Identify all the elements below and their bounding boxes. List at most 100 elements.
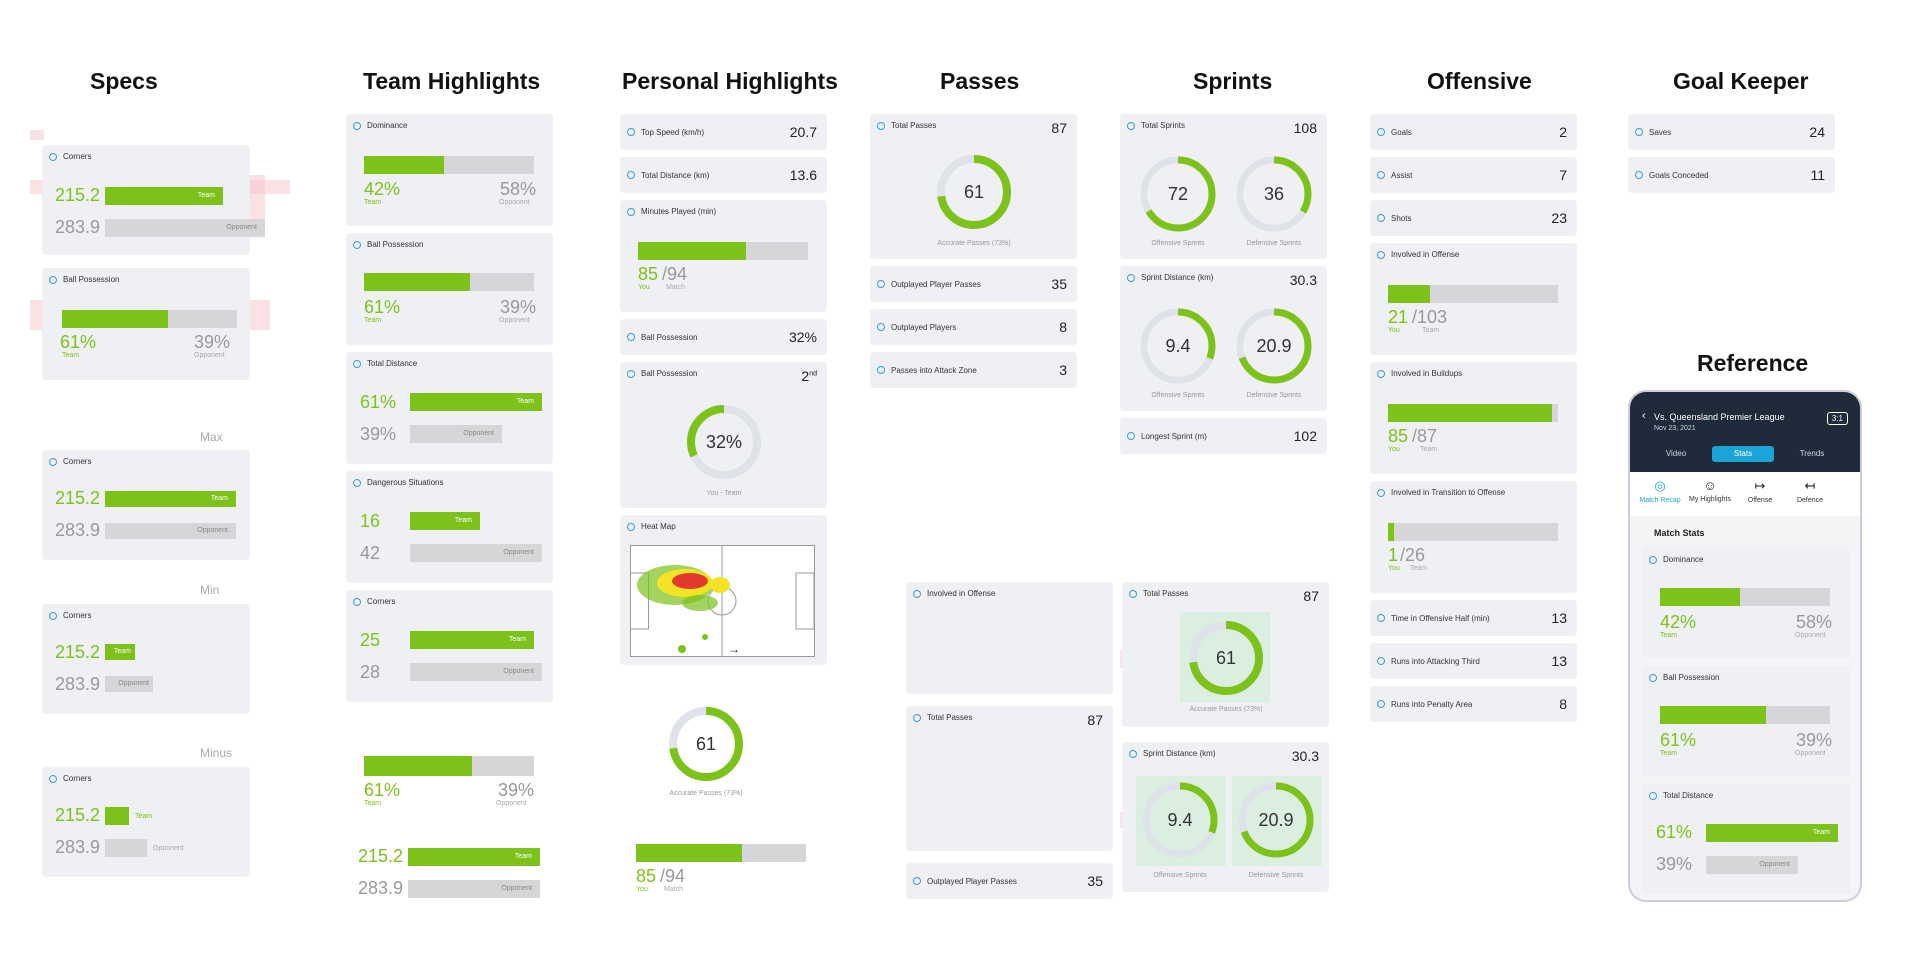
info-icon[interactable]: [1129, 750, 1137, 758]
nav-my-highlights[interactable]: ☺ My Highlights: [1686, 478, 1734, 503]
info-icon[interactable]: [627, 523, 635, 531]
card-corners: Corners 25 Team 28 Opponent: [346, 590, 553, 702]
info-icon[interactable]: [1377, 700, 1385, 708]
match-date: Nov 23, 2021: [1654, 425, 1696, 432]
heat-map-pitch: →: [630, 545, 815, 657]
card-assist: Assist 7: [1370, 157, 1577, 193]
info-icon[interactable]: [1635, 128, 1643, 136]
tab-trends[interactable]: Trends: [1799, 449, 1825, 458]
team-bar: Team: [105, 187, 223, 205]
info-icon[interactable]: [913, 590, 921, 598]
info-icon[interactable]: [1377, 214, 1385, 222]
info-icon[interactable]: [1377, 657, 1385, 665]
info-icon[interactable]: [1635, 171, 1643, 179]
card-involved-buildups: Involved in Buildups 85 /87 You Team: [1370, 362, 1577, 474]
card-minutes-played: Minutes Played (min) 85 /94 You Match: [620, 200, 827, 312]
info-icon[interactable]: [49, 775, 57, 783]
tab-video[interactable]: Video: [1665, 449, 1687, 458]
info-icon[interactable]: [913, 714, 921, 722]
card-ball-possession: Ball Possession 61% Team 39% Opponent: [346, 233, 553, 345]
spec-accurate-ring: [1189, 621, 1263, 695]
nav-offense[interactable]: ↦ Offense: [1736, 478, 1784, 504]
card-goals: Goals 2: [1370, 114, 1577, 150]
info-icon[interactable]: [1129, 590, 1137, 598]
arrow-left-icon: ↤: [1804, 478, 1816, 493]
info-icon[interactable]: [1649, 674, 1657, 682]
team-value: 61%: [60, 332, 97, 352]
spec-card-sprint-distance: Sprint Distance (km) 30.3 9.4 Offensive …: [1122, 742, 1329, 892]
spec-defensive-ring: [1238, 782, 1314, 858]
info-icon[interactable]: [49, 612, 57, 620]
info-icon[interactable]: [1377, 614, 1385, 622]
arrow-right-icon: ↦: [1754, 478, 1766, 493]
info-icon[interactable]: [49, 153, 57, 161]
card-total-passes: Total Passes 87 61 Accurate Passes (73%): [870, 114, 1077, 259]
card-label: Ball Possession: [63, 275, 120, 284]
info-icon[interactable]: [1377, 370, 1385, 378]
spec-card-total-passes: Total Passes 87 61 Accurate Passes (73%): [1122, 582, 1329, 727]
section-title: Match Stats: [1654, 528, 1705, 538]
card-ball-possession-ring: Ball Possession 2nd 32% You - Team: [620, 362, 827, 508]
svg-text:→: →: [728, 642, 740, 656]
info-icon[interactable]: [1649, 792, 1657, 800]
back-chevron-icon[interactable]: ‹: [1642, 410, 1646, 422]
accurate-passes-ring: [937, 155, 1011, 229]
info-icon[interactable]: [627, 208, 635, 216]
info-icon[interactable]: [627, 171, 635, 179]
card-total-distance: Total Distance 61% Team 39% Opponent: [346, 352, 553, 464]
info-icon[interactable]: [1127, 432, 1135, 440]
info-icon[interactable]: [1377, 489, 1385, 497]
info-icon[interactable]: [627, 128, 635, 136]
info-icon[interactable]: [877, 323, 885, 331]
info-icon[interactable]: [1377, 171, 1385, 179]
info-icon[interactable]: [1649, 556, 1657, 564]
spec-offensive-ring: [1142, 782, 1218, 858]
card-involved-transition: Involved in Transition to Offense 1 /26 …: [1370, 481, 1577, 593]
info-icon[interactable]: [353, 598, 361, 606]
info-icon[interactable]: [1377, 251, 1385, 259]
info-icon[interactable]: [877, 122, 885, 130]
card-sprint-distance: Sprint Distance (km) 30.3 9.4 Offensive …: [1120, 266, 1327, 411]
card-runs-attacking-third: Runs into Attacking Third 13: [1370, 643, 1577, 679]
info-icon[interactable]: [353, 241, 361, 249]
info-icon[interactable]: [49, 458, 57, 466]
info-icon[interactable]: [1127, 122, 1135, 130]
card-saves: Saves 24: [1628, 114, 1835, 150]
score-badge: 3:1: [1826, 412, 1848, 425]
card-heat-map: Heat Map →: [620, 515, 827, 665]
defensive-sprints-ring: [1236, 156, 1312, 232]
info-icon[interactable]: [353, 122, 361, 130]
card-empty-involved: Involved in Offense: [906, 582, 1113, 694]
spec-card-minus: Corners 215.2 Team 283.9 Opponent: [42, 767, 250, 877]
info-icon[interactable]: [353, 360, 361, 368]
card-top-speed: Top Speed (km/h) 20.7: [620, 114, 827, 150]
info-icon[interactable]: [1377, 128, 1385, 136]
column-title-specs: Specs: [90, 68, 158, 94]
card-longest-sprint: Longest Sprint (m) 102: [1120, 418, 1327, 454]
info-icon[interactable]: [49, 276, 57, 284]
info-icon[interactable]: [627, 333, 635, 341]
column-title-sprints: Sprints: [1193, 68, 1273, 94]
nav-match-recap[interactable]: ◎ Match Recap: [1636, 478, 1684, 504]
tab-stats[interactable]: Stats: [1712, 446, 1774, 462]
offensive-distance-ring: [1140, 308, 1216, 384]
info-icon[interactable]: [1127, 274, 1135, 282]
info-icon[interactable]: [877, 280, 885, 288]
card-label: Corners: [63, 152, 92, 161]
info-icon[interactable]: [913, 877, 921, 885]
nav-defence[interactable]: ↤ Defence: [1786, 478, 1834, 504]
card-dominance: Dominance 42% Team 58% Opponent: [346, 114, 553, 226]
info-icon[interactable]: [627, 370, 635, 378]
card-passes-attack-zone: Passes into Attack Zone 3: [870, 352, 1077, 388]
opponent-value: 283.9: [55, 217, 101, 237]
column-title-team: Team Highlights: [363, 68, 541, 94]
spec-card-corners: Corners 215.2 Team 283.9 Opponent: [42, 145, 265, 255]
info-icon[interactable]: [877, 366, 885, 374]
info-icon[interactable]: [353, 479, 361, 487]
card-involved-offense: Involved in Offense 21 /103 You Team: [1370, 243, 1577, 355]
column-title-passes: Passes: [940, 68, 1020, 94]
card-total-distance-km: Total Distance (km) 13.6: [620, 157, 827, 193]
phone-card-dominance: Dominance 42% Team 58% Opponent: [1642, 548, 1850, 658]
card-runs-penalty-area: Runs into Penalty Area 8: [1370, 686, 1577, 722]
card-total-sprints: Total Sprints 108 72 Offensive Sprints 3…: [1120, 114, 1327, 259]
